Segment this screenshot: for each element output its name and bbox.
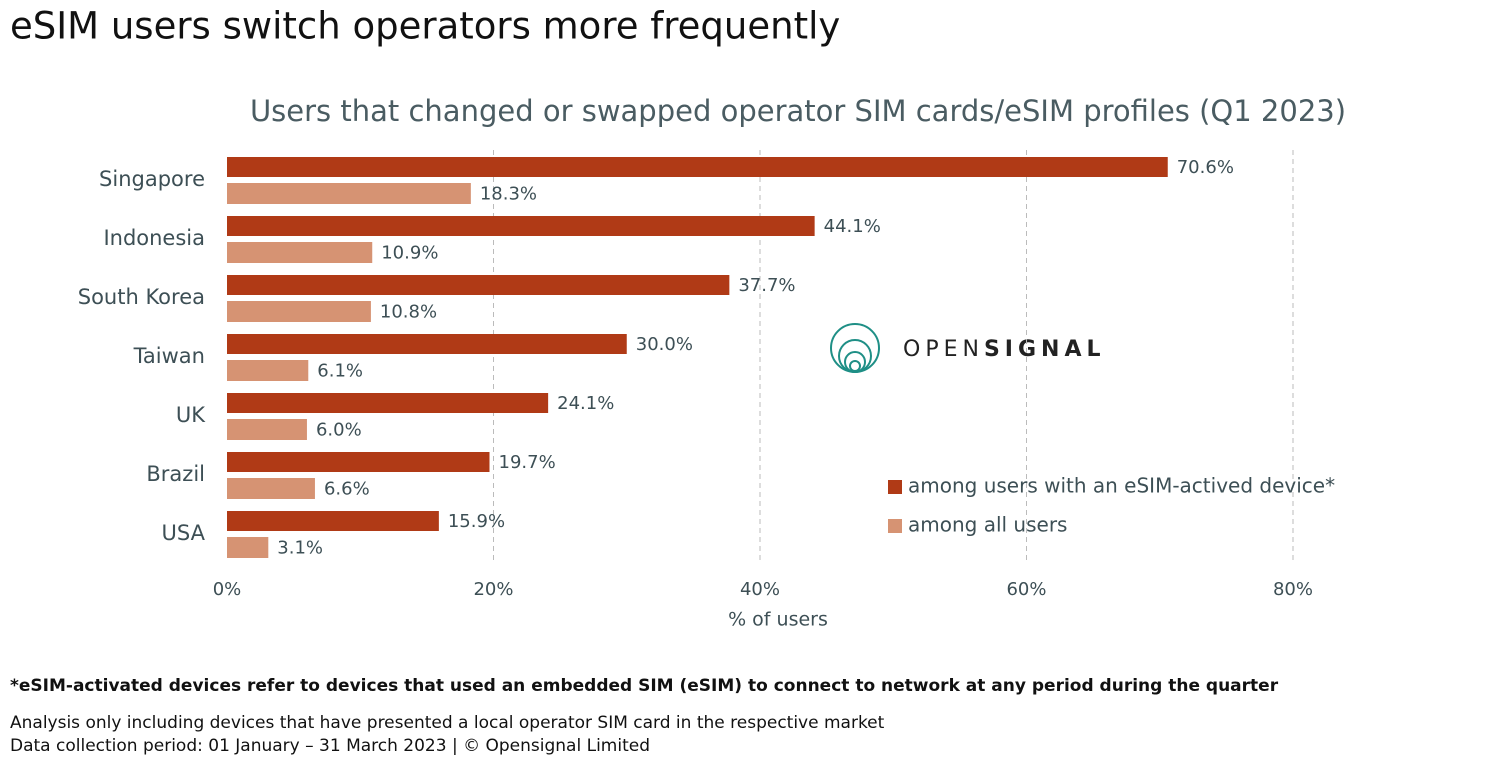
logo: OPENSIGNAL bbox=[830, 323, 1106, 373]
legend-swatch bbox=[888, 480, 902, 494]
bar bbox=[227, 275, 730, 295]
y-tick-label: Taiwan bbox=[133, 344, 205, 368]
logo-text: OPENSIGNAL bbox=[903, 337, 1106, 362]
value-label: 10.8% bbox=[380, 302, 437, 323]
footnote: *eSIM-activated devices refer to devices… bbox=[10, 676, 1279, 696]
x-tick-label: 80% bbox=[1273, 579, 1313, 600]
bar bbox=[227, 242, 373, 263]
note: Data collection period: 01 January – 31 … bbox=[10, 736, 650, 756]
bar bbox=[227, 334, 627, 354]
chart-title: eSIM users switch operators more frequen… bbox=[10, 5, 840, 48]
bar bbox=[227, 478, 315, 499]
logo-text-bold: SIGNAL bbox=[984, 337, 1106, 362]
value-label: 70.6% bbox=[1177, 157, 1234, 178]
bar bbox=[227, 537, 269, 558]
y-tick-label: Singapore bbox=[99, 167, 205, 191]
value-label: 37.7% bbox=[738, 275, 795, 296]
value-label: 6.1% bbox=[317, 361, 363, 382]
value-label: 19.7% bbox=[499, 452, 556, 473]
bar bbox=[227, 216, 815, 236]
legend-label: among all users bbox=[908, 513, 1067, 537]
value-label: 44.1% bbox=[824, 216, 881, 237]
bar bbox=[227, 393, 549, 413]
y-tick-label: UK bbox=[176, 403, 206, 427]
value-label: 6.0% bbox=[316, 420, 362, 441]
bar bbox=[227, 157, 1168, 177]
value-label: 18.3% bbox=[480, 184, 537, 205]
y-tick-label: Brazil bbox=[146, 462, 205, 486]
bar bbox=[227, 419, 307, 440]
logo-text-light: OPEN bbox=[903, 337, 984, 362]
legend-label: among users with an eSIM-actived device* bbox=[908, 474, 1335, 498]
value-label: 3.1% bbox=[277, 538, 323, 559]
x-tick-label: 60% bbox=[1006, 579, 1046, 600]
x-tick-label: 20% bbox=[473, 579, 513, 600]
y-tick-label: USA bbox=[162, 521, 206, 545]
chart-subtitle: Users that changed or swapped operator S… bbox=[250, 94, 1346, 128]
value-label: 6.6% bbox=[324, 479, 370, 500]
x-tick-label: 0% bbox=[213, 579, 242, 600]
bar bbox=[227, 360, 309, 381]
value-label: 10.9% bbox=[381, 243, 438, 264]
y-tick-label: South Korea bbox=[78, 285, 205, 309]
x-axis-label: % of users bbox=[728, 609, 828, 631]
note: Analysis only including devices that hav… bbox=[10, 713, 885, 733]
y-tick-label: Indonesia bbox=[103, 226, 205, 250]
value-label: 15.9% bbox=[448, 511, 505, 532]
bar bbox=[227, 452, 490, 472]
logo-ring bbox=[849, 360, 861, 372]
value-label: 30.0% bbox=[636, 334, 693, 355]
bar bbox=[227, 511, 439, 531]
value-label: 24.1% bbox=[557, 393, 614, 414]
bar bbox=[227, 301, 371, 322]
x-tick-label: 40% bbox=[740, 579, 780, 600]
legend-swatch bbox=[888, 519, 902, 533]
bar bbox=[227, 183, 471, 204]
